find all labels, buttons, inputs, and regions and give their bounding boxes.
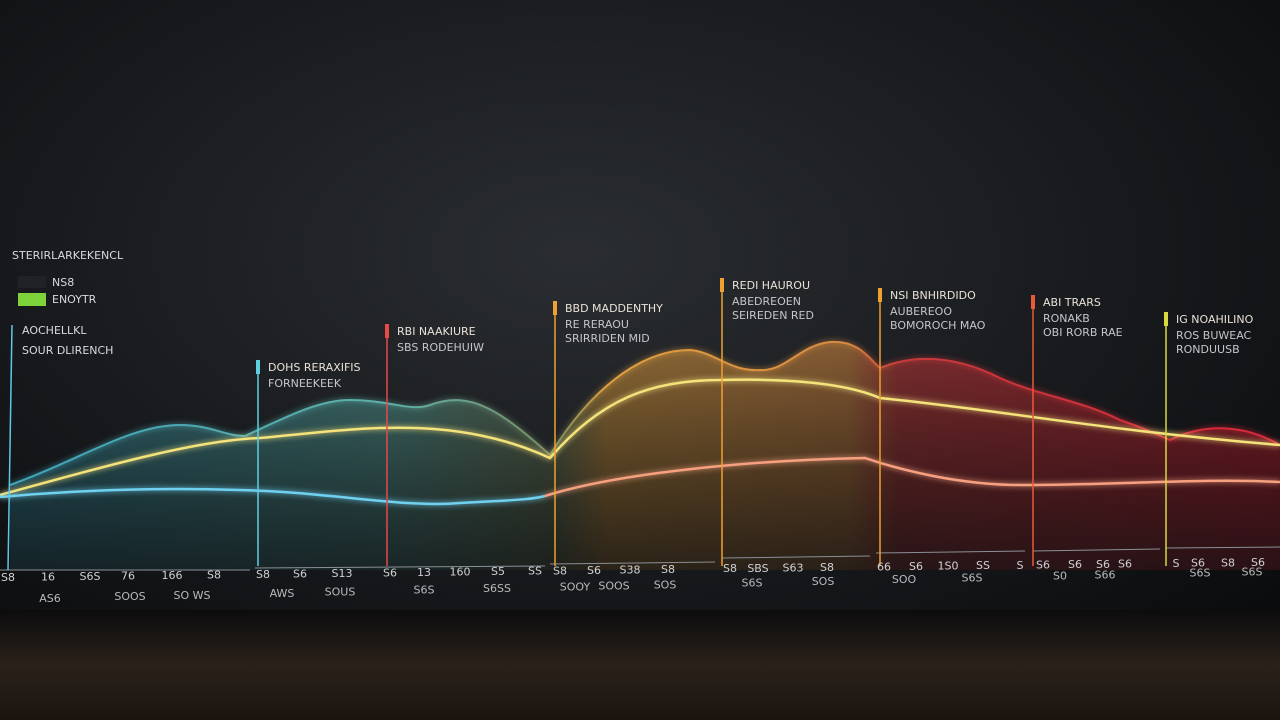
axis-label: S [1173, 557, 1180, 570]
panel-label: NSI BNHIRDIDO [890, 289, 976, 302]
floor [0, 610, 1280, 720]
panel-label: BBD MADDENTHY [565, 302, 663, 315]
axis-label: S8 [661, 563, 675, 576]
marker-tag [878, 288, 882, 302]
axis-label: S6S [742, 576, 763, 589]
marker-tag [720, 278, 724, 292]
axis-label: SOUS [325, 586, 356, 599]
axis-label: SOS [812, 575, 835, 588]
axis-label: S6 [383, 566, 397, 579]
axis-label: S6 [587, 564, 601, 577]
axis-label: SOOY [560, 580, 591, 593]
axis-label: S6S [1242, 565, 1263, 578]
side-note: AOCHELLKL [22, 324, 87, 337]
axis-label: S6S [80, 570, 101, 583]
axis-label: 166 [162, 569, 183, 582]
axis-label: S [1017, 559, 1024, 572]
panel-label: IG NOAHILINO [1176, 313, 1254, 326]
axis-label: SOO [892, 573, 917, 586]
axis-label: S6 [1191, 557, 1205, 570]
axis-label: S8 [256, 568, 270, 581]
axis-label: S8 [820, 561, 834, 574]
axis-label: S66 [1095, 569, 1116, 582]
axis-label: 13 [417, 566, 431, 579]
axis-label: S63 [783, 561, 804, 574]
area-shade [10, 341, 1280, 570]
panel-label: FORNEEKEEK [268, 377, 342, 390]
axis-label: S6 [1251, 556, 1265, 569]
axis-label: S6 [909, 560, 923, 573]
panel-label: ABI TRARS [1043, 296, 1101, 309]
panel-label: AUBEREOO [890, 305, 952, 318]
axis-label: AWS [270, 587, 295, 600]
marker-tag [256, 360, 260, 374]
side-note: SOUR DLIRENCH [22, 344, 113, 357]
axis-label: S8 [207, 568, 221, 581]
axis-label: S8 [723, 562, 737, 575]
legend-swatch [18, 276, 46, 288]
legend-item: NS8 [52, 276, 74, 289]
axis-label: S5 [491, 565, 505, 578]
panel-label: DOHS RERAXIFIS [268, 361, 361, 374]
axis-label: 160 [450, 565, 471, 578]
axis-label: S6SS [483, 582, 511, 595]
panel-label: SEIREDEN RED [732, 309, 814, 322]
axis-label: SO WS [174, 589, 211, 602]
panel-label: SRIRRIDEN MID [565, 332, 650, 345]
lower-line [544, 456, 1280, 498]
marker-tag [1031, 295, 1035, 309]
legend-swatch [18, 293, 46, 306]
axis-label: S8 [1221, 556, 1235, 569]
panel-label: RBI NAAKIURE [397, 325, 476, 338]
axis-label: SOOS [114, 590, 145, 603]
axis-label: S6S [962, 572, 983, 585]
panel-label: RONDUUSB [1176, 343, 1240, 356]
axis-label: S0 [1053, 570, 1067, 583]
blue-line [0, 487, 546, 506]
axis-label: S38 [620, 563, 641, 576]
axis-label: S13 [332, 567, 353, 580]
axis-label: SBS [747, 562, 768, 575]
axis-label: SS [976, 559, 990, 572]
panel-label: ABEDREOEN [732, 295, 801, 308]
axis-label: S6 [1096, 558, 1110, 571]
panel-label: REDI HAUROU [732, 279, 810, 292]
axis-label: S6 [1068, 558, 1082, 571]
axis-label: S8 [1, 571, 15, 584]
panel-label: RE RERAOU [565, 318, 629, 331]
axis-label: S6S [414, 584, 435, 597]
axis-label: S6 [293, 567, 307, 580]
panel-label: OBI RORB RAE [1043, 326, 1123, 339]
axis-label: S8 [553, 564, 567, 577]
legend-title: STERIRLARKEKENCL [12, 249, 124, 262]
axis-label: SOOS [598, 579, 629, 592]
axis-label: 76 [121, 569, 135, 582]
axis-label: AS6 [39, 592, 61, 605]
axis-label: 1S0 [938, 560, 959, 573]
axis-label: S6 [1036, 558, 1050, 571]
axis-lines [0, 546, 1280, 571]
marker-tag [553, 301, 557, 315]
axis-label: SOS [654, 578, 677, 591]
marker-tag [1164, 312, 1168, 326]
ridge-line [9, 340, 1280, 486]
legend-item: ENOYTR [52, 293, 97, 306]
panel-label: RONAKB [1043, 312, 1090, 325]
marker-line [7, 324, 13, 571]
marker-tag [385, 324, 389, 338]
axis-label: 16 [41, 570, 55, 583]
axis-label: S6 [1118, 558, 1132, 571]
axis-label: S6S [1190, 567, 1211, 580]
panel-label: BOMOROCH MAO [890, 319, 986, 332]
panel-label: SBS RODEHUIW [397, 341, 484, 354]
yellow-line [0, 378, 1280, 497]
axis-label: 66 [877, 560, 891, 573]
axis-label: SS [528, 565, 542, 578]
panel-label: ROS BUWEAC [1176, 329, 1252, 342]
